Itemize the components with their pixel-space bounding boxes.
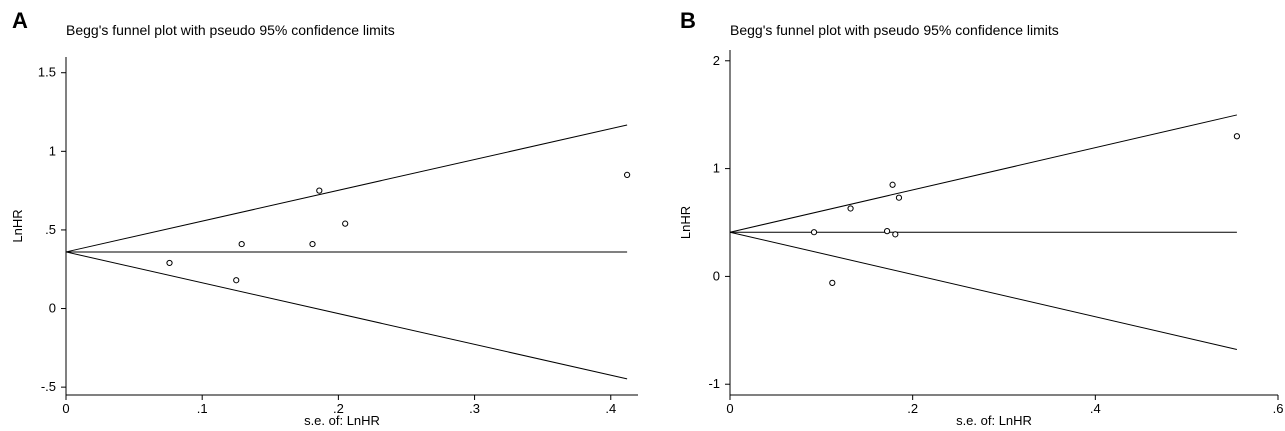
x-tick-label: .3 xyxy=(469,401,480,416)
y-tick-label: -.5 xyxy=(41,379,56,394)
funnel-plot-panel-a: A Begg's funnel plot with pseudo 95% con… xyxy=(0,0,640,431)
study-point xyxy=(624,171,631,179)
study-point xyxy=(342,220,349,227)
panel-letter-a: A xyxy=(12,8,28,33)
study-point xyxy=(847,205,854,212)
study-point xyxy=(889,181,896,188)
y-tick-label: 0 xyxy=(713,268,720,283)
panel-letter-b: B xyxy=(680,8,696,33)
y-axis-title: LnHR xyxy=(678,206,693,239)
study-point xyxy=(1233,133,1241,140)
chart-title-b: Begg's funnel plot with pseudo 95% confi… xyxy=(730,22,1059,38)
funnel-plot-b: -1 0 1 2 0 .2 .4 .6 s.e. of: LnHR LnHR xyxy=(678,50,1284,428)
chart-title-a: Begg's funnel plot with pseudo 95% confi… xyxy=(66,22,395,38)
study-point xyxy=(810,229,818,236)
lower-confidence-limit-line xyxy=(729,231,1238,350)
study-point xyxy=(829,279,836,286)
funnel-plot-panel-b: B Begg's funnel plot with pseudo 95% con… xyxy=(640,0,1285,431)
x-tick-label: .4 xyxy=(1090,401,1101,416)
study-point xyxy=(238,240,245,248)
y-tick-label: 1.5 xyxy=(38,65,56,80)
lower-confidence-limit-line xyxy=(65,251,628,380)
y-tick-label: 1 xyxy=(713,161,720,176)
upper-confidence-limit-line xyxy=(65,124,628,253)
x-tick-label: .6 xyxy=(1273,401,1284,416)
study-point xyxy=(316,187,323,194)
study-point xyxy=(166,259,173,267)
x-axis-title: s.e. of: LnHR xyxy=(304,413,380,428)
y-tick-label: 0 xyxy=(49,301,56,316)
x-tick-label: .1 xyxy=(197,401,208,416)
funnel-plot-a: -.5 0 .5 1 1.5 0 .1 .2 .3 .4 s.e. of: LnHR LnHR xyxy=(10,57,638,428)
x-tick-label: 0 xyxy=(726,401,733,416)
x-tick-label: .2 xyxy=(333,401,344,416)
y-tick-label: -1 xyxy=(708,376,720,391)
study-point xyxy=(233,277,240,284)
y-tick-label: 2 xyxy=(713,53,720,68)
x-axis-title: s.e. of: LnHR xyxy=(956,413,1032,428)
upper-confidence-limit-line xyxy=(729,114,1238,233)
y-tick-label: 1 xyxy=(49,143,56,158)
y-axis-title: LnHR xyxy=(10,209,25,242)
y-tick-label: .5 xyxy=(45,222,56,237)
study-point xyxy=(883,228,891,235)
study-point xyxy=(309,240,316,248)
x-tick-label: .2 xyxy=(907,401,918,416)
study-point xyxy=(892,231,899,238)
study-point xyxy=(895,194,903,201)
x-tick-label: 0 xyxy=(62,401,69,416)
x-tick-label: .4 xyxy=(605,401,616,416)
